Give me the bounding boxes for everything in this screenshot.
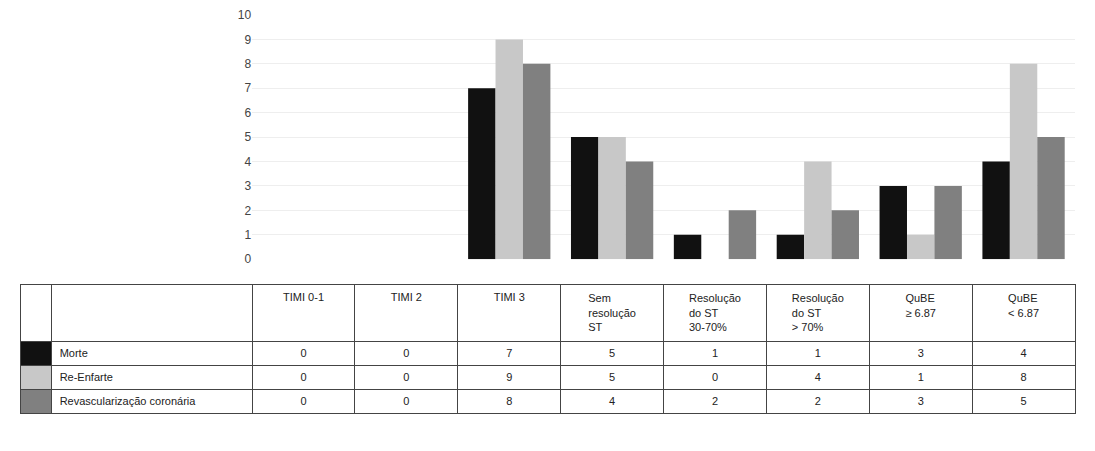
svg-text:Morte: Morte xyxy=(60,347,88,359)
svg-text:4: 4 xyxy=(609,395,615,407)
svg-text:1: 1 xyxy=(815,347,821,359)
svg-text:0: 0 xyxy=(403,395,409,407)
svg-text:Resoluçãodo ST30-70%: Resoluçãodo ST30-70% xyxy=(689,292,741,333)
svg-text:QuBE≥ 6.87: QuBE≥ 6.87 xyxy=(905,292,936,318)
svg-text:5: 5 xyxy=(244,130,251,144)
svg-text:5: 5 xyxy=(609,371,615,383)
svg-text:8: 8 xyxy=(1021,371,1027,383)
svg-text:0: 0 xyxy=(403,347,409,359)
svg-text:0: 0 xyxy=(300,395,306,407)
svg-text:2: 2 xyxy=(244,204,251,218)
svg-text:Revascularização coronária: Revascularização coronária xyxy=(60,395,197,407)
svg-text:0: 0 xyxy=(244,252,251,266)
svg-text:4: 4 xyxy=(815,371,821,383)
svg-text:2: 2 xyxy=(712,395,718,407)
svg-text:4: 4 xyxy=(244,155,251,169)
svg-text:7: 7 xyxy=(244,81,251,95)
svg-text:3: 3 xyxy=(244,179,251,193)
svg-text:SemresoluçãoST: SemresoluçãoST xyxy=(588,292,636,333)
svg-text:TIMI 3: TIMI 3 xyxy=(494,291,525,303)
svg-text:9: 9 xyxy=(506,371,512,383)
svg-text:5: 5 xyxy=(1021,395,1027,407)
svg-text:5: 5 xyxy=(609,347,615,359)
svg-text:0: 0 xyxy=(300,371,306,383)
svg-text:10: 10 xyxy=(238,8,252,22)
svg-text:9: 9 xyxy=(244,33,251,47)
svg-text:0: 0 xyxy=(403,371,409,383)
svg-text:Resoluçãodo ST> 70%: Resoluçãodo ST> 70% xyxy=(792,292,844,333)
svg-text:Re-Enfarte: Re-Enfarte xyxy=(60,371,113,383)
svg-text:TIMI 0-1: TIMI 0-1 xyxy=(283,291,324,303)
svg-text:4: 4 xyxy=(1021,347,1027,359)
svg-text:0: 0 xyxy=(712,371,718,383)
svg-text:0: 0 xyxy=(300,347,306,359)
svg-text:1: 1 xyxy=(918,371,924,383)
svg-text:7: 7 xyxy=(506,347,512,359)
svg-text:8: 8 xyxy=(244,57,251,71)
svg-text:1: 1 xyxy=(712,347,718,359)
svg-text:3: 3 xyxy=(918,395,924,407)
svg-text:1: 1 xyxy=(244,228,251,242)
svg-text:2: 2 xyxy=(815,395,821,407)
svg-text:TIMI 2: TIMI 2 xyxy=(391,291,422,303)
svg-text:8: 8 xyxy=(506,395,512,407)
svg-text:6: 6 xyxy=(244,106,251,120)
svg-text:QuBE< 6.87: QuBE< 6.87 xyxy=(1008,292,1039,318)
svg-text:3: 3 xyxy=(918,347,924,359)
